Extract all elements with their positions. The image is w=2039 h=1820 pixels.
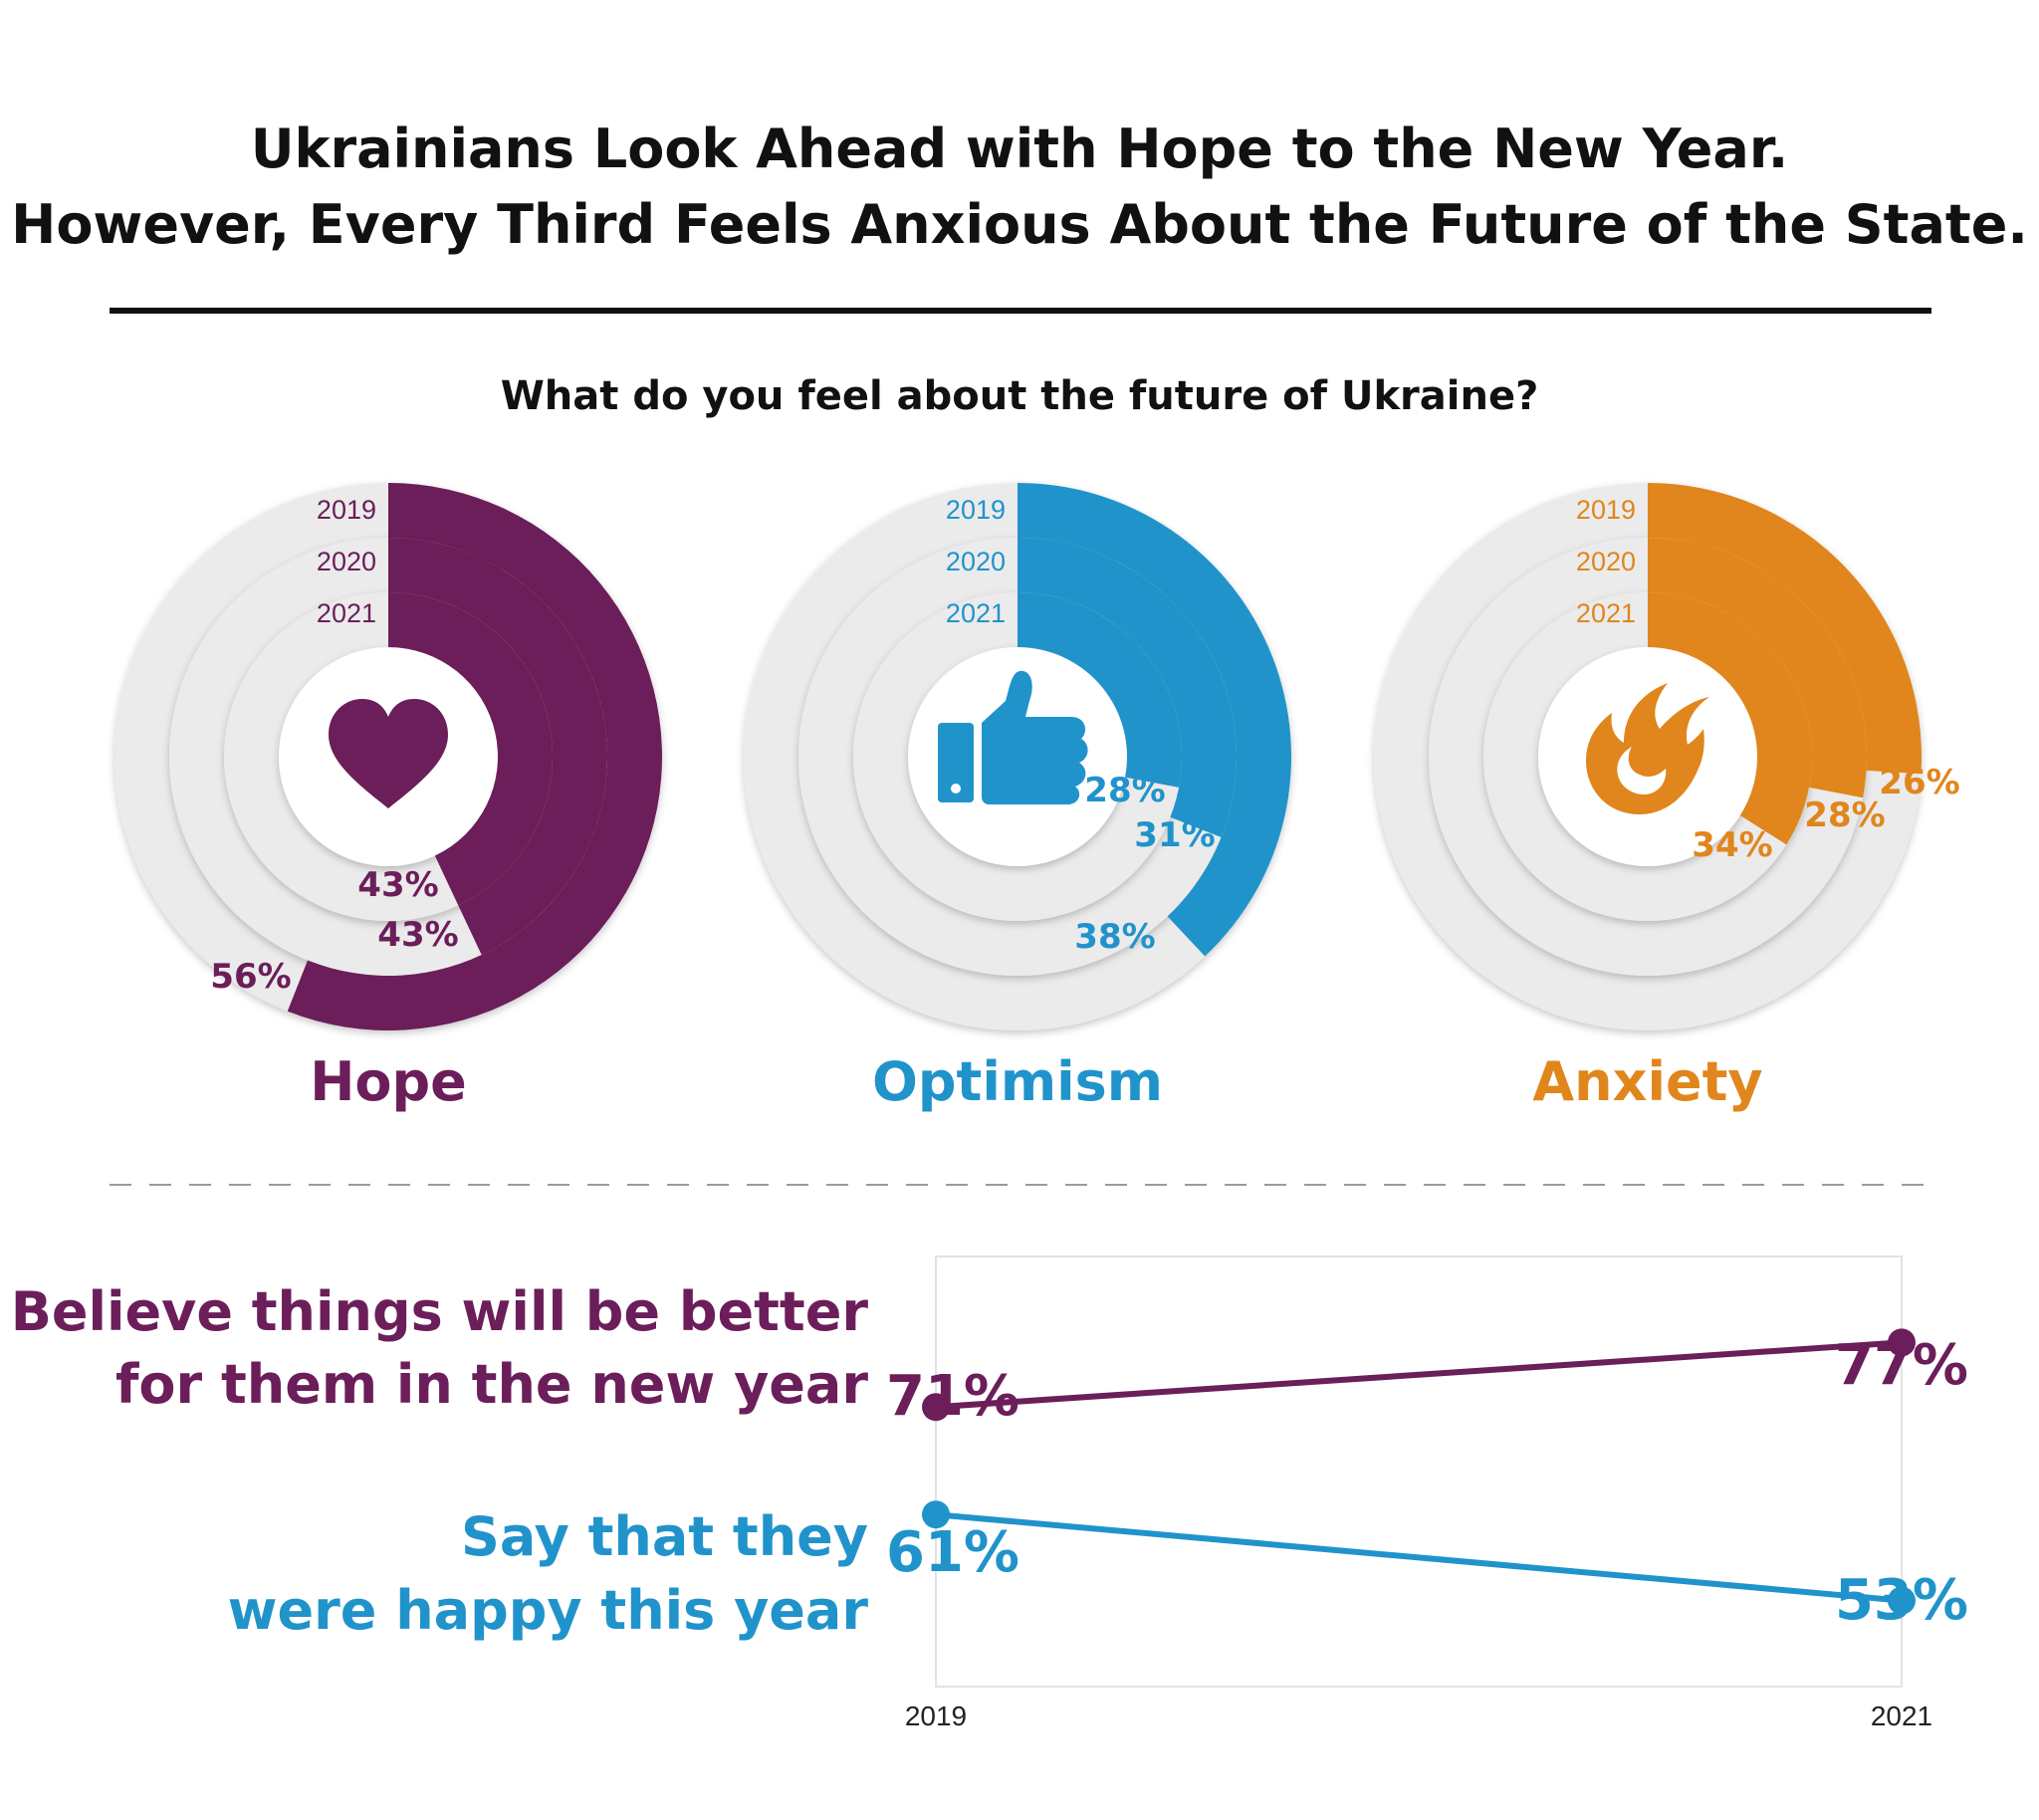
series-line bbox=[935, 1339, 1903, 1411]
value-label: 38% bbox=[1074, 917, 1155, 957]
ring-year-label: 2021 bbox=[1576, 598, 1636, 628]
data-point bbox=[1888, 1586, 1916, 1615]
flame-icon bbox=[1586, 683, 1709, 814]
title-divider bbox=[110, 308, 1931, 314]
plot-frame bbox=[935, 1255, 1903, 1688]
value-label: 56% bbox=[210, 957, 291, 997]
line-series-2: 61% 53% Say that they were happy this year bbox=[228, 1500, 1968, 1642]
series-name-label: were happy this year bbox=[228, 1579, 869, 1642]
ring-year-label: 2019 bbox=[317, 495, 376, 525]
x-tick-label: 2019 bbox=[905, 1701, 967, 1731]
ring-bar-2020 bbox=[1648, 538, 1867, 798]
line-chart: 2019 2021 71% 77% Believe things will be bet… bbox=[11, 1255, 1968, 1731]
point-value-label: 53% bbox=[1835, 1568, 1968, 1633]
ring-year-label: 2020 bbox=[1576, 547, 1636, 576]
data-point bbox=[922, 1393, 950, 1422]
x-tick-label: 2021 bbox=[1871, 1701, 1932, 1731]
value-label: 43% bbox=[357, 865, 438, 905]
series-name-label: for them in the new year bbox=[115, 1353, 868, 1416]
radial-chart-optimism: 2019 2020 2021 38% 31% 28% Optimism bbox=[744, 483, 1291, 1113]
value-label: 34% bbox=[1692, 825, 1772, 865]
data-point bbox=[1888, 1328, 1916, 1357]
point-value-label: 77% bbox=[1835, 1333, 1968, 1398]
radial-chart-hope: 2019 2020 2021 56% 43% 43% Hope bbox=[114, 483, 663, 1113]
ring-year-label: 2020 bbox=[317, 547, 376, 576]
ring-year-label: 2021 bbox=[946, 598, 1006, 628]
value-label: 26% bbox=[1879, 763, 1959, 802]
point-value-label: 71% bbox=[886, 1364, 1020, 1429]
ring-bar-2021 bbox=[388, 592, 553, 906]
ring-year-label: 2019 bbox=[1576, 495, 1636, 525]
radial-chart-anxiety: 2019 2020 2021 26%28% 34% Anxiety bbox=[1374, 483, 1960, 1113]
ring-year-label: 2021 bbox=[317, 598, 376, 628]
ring-bar-2020 bbox=[388, 538, 607, 956]
ring-bar-2019 bbox=[1018, 483, 1291, 957]
ring-year-label: 2019 bbox=[946, 495, 1006, 525]
category-name: Anxiety bbox=[1532, 1050, 1762, 1113]
series-line bbox=[935, 1511, 1903, 1604]
ring-bar-2021 bbox=[1648, 592, 1812, 845]
ring-year-label: 2020 bbox=[946, 547, 1006, 576]
data-point bbox=[922, 1500, 950, 1529]
radial-charts: 2019 2020 2021 56% 43% 43% Hope 2019 2020 2021 38%… bbox=[114, 483, 1960, 1113]
value-label: 28% bbox=[1804, 796, 1885, 835]
series-name-label: Believe things will be better bbox=[11, 1280, 869, 1343]
chart-title-line-1: Ukrainians Look Ahead with Hope to the N… bbox=[251, 117, 1789, 180]
ring-bar-2020 bbox=[1018, 538, 1237, 837]
chart-subtitle: What do you feel about the future of Ukr… bbox=[501, 373, 1539, 419]
category-name: Optimism bbox=[872, 1050, 1163, 1113]
ring-bar-2021 bbox=[1018, 592, 1182, 788]
ring-bar-2019 bbox=[1648, 483, 1923, 775]
thumbs-up-icon bbox=[938, 670, 1088, 804]
heart-icon bbox=[329, 699, 448, 808]
value-label: 28% bbox=[1084, 771, 1165, 810]
category-name: Hope bbox=[310, 1050, 467, 1113]
series-name-label: Say that they bbox=[461, 1505, 868, 1568]
point-value-label: 61% bbox=[886, 1520, 1020, 1585]
chart-title-line-2: However, Every Third Feels Anxious About… bbox=[11, 193, 2028, 256]
value-label: 31% bbox=[1134, 815, 1215, 855]
line-series-1: 71% 77% Believe things will be better for t… bbox=[11, 1280, 1968, 1429]
ring-bar-2019 bbox=[287, 483, 663, 1030]
value-label: 43% bbox=[377, 915, 458, 955]
